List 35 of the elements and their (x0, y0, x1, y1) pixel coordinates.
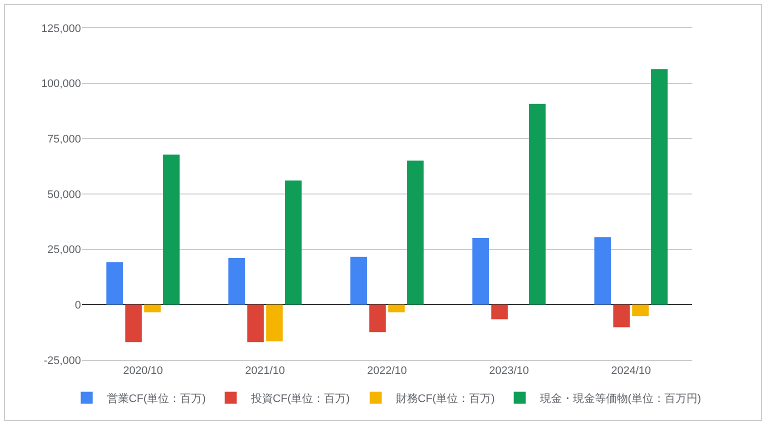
bar (125, 304, 142, 342)
y-tick-label: 50,000 (47, 188, 81, 201)
x-tick-label: 2020/10 (123, 365, 163, 378)
legend-label: 営業CF(単位：百万) (106, 392, 206, 406)
bar (144, 304, 161, 312)
bar (407, 160, 424, 305)
bar (163, 154, 180, 305)
y-tick-label: 0 (74, 300, 81, 312)
legend-label: 投資CF(単位：百万) (250, 393, 350, 406)
y-tick-label: 25,000 (47, 244, 81, 256)
x-tick-label: 2021/10 (245, 365, 285, 378)
bar (266, 304, 283, 342)
y-tick-label: 125,000 (41, 22, 81, 35)
bar (247, 304, 264, 342)
x-tick-label: 2022/10 (367, 365, 407, 378)
y-tick-label: 100,000 (41, 78, 81, 90)
bar (350, 256, 367, 305)
x-tick-label: 2024/10 (611, 365, 651, 378)
y-tick-label: -25,000 (44, 354, 81, 367)
bar (594, 237, 611, 305)
bar (369, 304, 386, 332)
bar (491, 304, 508, 320)
bar (472, 238, 489, 305)
bar (285, 180, 302, 305)
bar (106, 262, 123, 305)
bar (613, 304, 630, 328)
bar (388, 304, 405, 312)
bar (651, 69, 668, 305)
x-tick-label: 2023/10 (489, 365, 529, 378)
bar (632, 304, 649, 316)
bar (228, 258, 245, 305)
bar (529, 104, 546, 305)
y-tick-label: 75,000 (47, 134, 81, 146)
legend-label: 現金・現金等価物(単位：百万円) (540, 393, 702, 406)
legend-label: 財務CF(単位：百万) (396, 393, 495, 406)
